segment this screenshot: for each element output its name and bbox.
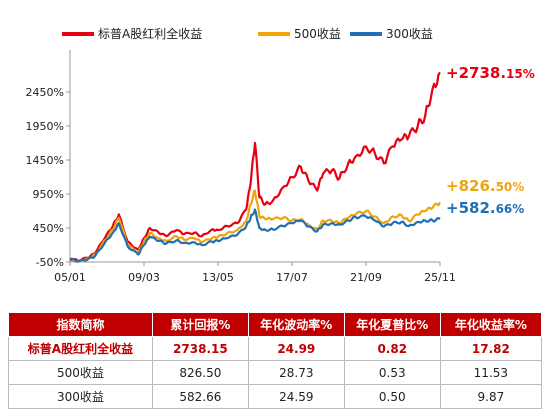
x-tick-label: 05/01 (54, 271, 86, 284)
series-lines (69, 71, 441, 263)
end-value-label: +826.50% (446, 177, 524, 195)
y-tick-label: 1950% (26, 120, 64, 133)
header-index-name: 指数简称 (8, 312, 153, 337)
y-tick-label: 2450% (26, 86, 64, 99)
series-line-2 (69, 208, 441, 263)
cell-cumulative-return: 2738.15 (151, 336, 249, 361)
cell-index-name: 300收益 (8, 384, 153, 409)
cell-annual-return: 9.87 (439, 384, 543, 409)
y-tick-label: 950% (33, 188, 64, 201)
cell-cumulative-return: 826.50 (151, 360, 249, 385)
y-tick-label: 1450% (26, 154, 64, 167)
cell-annual-sharpe: 0.53 (343, 360, 441, 385)
axes: -50% 450% 950% 1450% 1950% 2450% 05/01 09/03 13/… (26, 50, 456, 284)
cell-annual-return: 17.82 (439, 336, 543, 361)
end-value-label: +2738.15% (446, 64, 535, 82)
cell-annual-volatility: 28.73 (247, 360, 345, 385)
line-chart: 标普A股红利全收益 500收益 300收益 -50% 450% 950% 1450% 195… (26, 26, 535, 284)
cell-annual-return: 11.53 (439, 360, 543, 385)
y-tick-label: 450% (33, 222, 64, 235)
x-tick-label: 17/07 (276, 271, 308, 284)
table-row: 300收益 582.66 24.59 0.50 9.87 (8, 384, 543, 409)
cell-cumulative-return: 582.66 (151, 384, 249, 409)
cell-annual-volatility: 24.59 (247, 384, 345, 409)
x-tick-label: 09/03 (128, 271, 160, 284)
header-annual-return: 年化收益率% (439, 312, 543, 337)
y-tick-label: -50% (36, 256, 64, 269)
legend-label: 500收益 (294, 27, 341, 41)
legend-label: 300收益 (386, 27, 433, 41)
end-labels: +2738.15% +826.50% +582.66% (446, 64, 535, 217)
x-tick-label: 25/11 (424, 271, 456, 284)
header-annual-volatility: 年化波动率% (247, 312, 345, 337)
table-header-row: 指数简称 累计回报% 年化波动率% 年化夏普比% 年化收益率% (8, 312, 543, 337)
header-annual-sharpe: 年化夏普比% (343, 312, 441, 337)
metrics-table: 指数简称 累计回报% 年化波动率% 年化夏普比% 年化收益率% 标普A股红利全收… (8, 312, 543, 409)
cell-index-name: 标普A股红利全收益 (8, 336, 153, 361)
series-line-0 (69, 71, 441, 263)
cell-annual-sharpe: 0.82 (343, 336, 441, 361)
cell-annual-volatility: 24.99 (247, 336, 345, 361)
legend: 标普A股红利全收益 500收益 300收益 (62, 26, 433, 41)
cell-index-name: 500收益 (8, 360, 153, 385)
cell-annual-sharpe: 0.50 (343, 384, 441, 409)
legend-label: 标普A股红利全收益 (98, 26, 202, 41)
table-row: 500收益 826.50 28.73 0.53 11.53 (8, 360, 543, 385)
x-tick-label: 13/05 (202, 271, 234, 284)
table-row: 标普A股红利全收益 2738.15 24.99 0.82 17.82 (8, 336, 543, 361)
x-tick-label: 21/09 (350, 271, 382, 284)
end-value-label: +582.66% (446, 199, 524, 217)
header-cumulative-return: 累计回报% (151, 312, 249, 337)
